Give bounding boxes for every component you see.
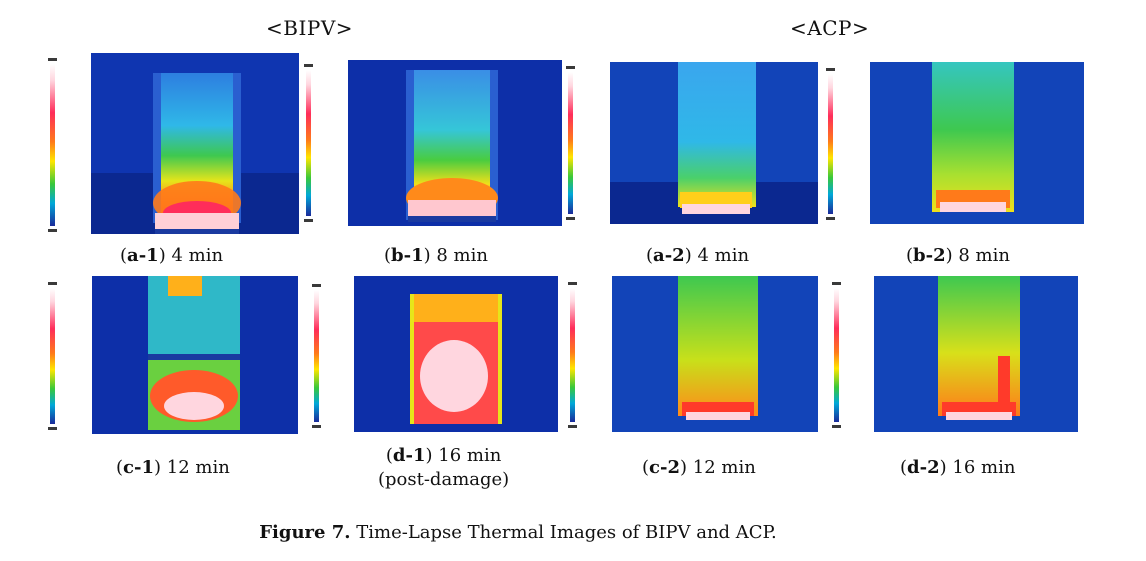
temperature-scale <box>310 282 326 430</box>
figure-caption: Figure 7. Time-Lapse Thermal Images of B… <box>259 522 777 543</box>
caption-b-2: (b-2) 8 min <box>906 245 1010 266</box>
thermal-image-a-1 <box>91 53 299 234</box>
bipv-group-title: <BIPV> <box>266 16 354 40</box>
temperature-scale <box>46 56 62 234</box>
temperature-scale <box>566 280 582 430</box>
temperature-scale <box>830 280 846 430</box>
temperature-scale <box>302 62 318 224</box>
thermal-image-d-2 <box>874 276 1078 432</box>
caption-d-2: (d-2) 16 min <box>900 457 1016 478</box>
thermal-image-d-1 <box>354 276 558 432</box>
temperature-scale <box>46 280 62 432</box>
thermal-image-c-1 <box>92 276 298 434</box>
acp-group-title: <ACP> <box>790 16 870 40</box>
caption-c-1: (c-1) 12 min <box>116 457 230 478</box>
caption-a-1: (a-1) 4 min <box>120 245 224 266</box>
thermal-image-b-1 <box>348 60 562 226</box>
thermal-image-b-2 <box>870 62 1084 224</box>
temperature-scale <box>824 66 840 222</box>
caption-a-2: (a-2) 4 min <box>646 245 750 266</box>
thermal-image-a-2 <box>610 62 818 224</box>
temperature-scale <box>564 64 580 222</box>
thermal-image-c-2 <box>612 276 818 432</box>
caption-d-1: (d-1) 16 min (post-damage) <box>378 445 510 490</box>
caption-b-1: (b-1) 8 min <box>384 245 488 266</box>
caption-c-2: (c-2) 12 min <box>642 457 756 478</box>
